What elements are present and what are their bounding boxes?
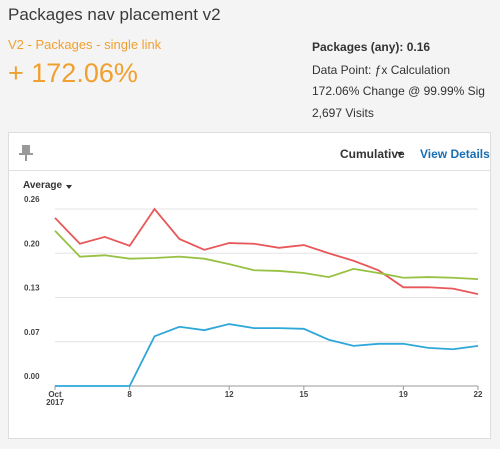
x-tick-label: 15: [299, 390, 309, 399]
line-series: [54, 207, 479, 295]
line-series: [55, 323, 479, 387]
line-series: [54, 230, 479, 281]
pin-icon[interactable]: [19, 145, 33, 161]
separator: [9, 170, 490, 171]
x-tick-label: 8: [127, 390, 132, 399]
y-tick-label: 0.20: [24, 239, 40, 248]
segment: V2 - Packages - single link: [8, 37, 162, 52]
stat: Data Point: ƒx Calculation: [312, 63, 451, 77]
view-details[interactable]: View Details: [420, 147, 490, 161]
stat: 172.06% Change @ 99.99% Sig: [312, 84, 485, 98]
x-tick-label: 19: [398, 390, 408, 399]
mode-dropdown[interactable]: Cumulative: [340, 147, 405, 161]
y-tick-label: 0.07: [24, 328, 40, 337]
y-tick-label: 0.13: [24, 284, 40, 293]
y-tick-label: 0.26: [24, 195, 40, 204]
metric-dropdown[interactable]: Average: [23, 180, 63, 191]
stat: Packages (any): 0.16: [312, 40, 431, 54]
y-tick-label: 0.00: [24, 372, 40, 381]
change: + 172.06%: [8, 58, 138, 88]
dropdown-arrow[interactable]: [397, 152, 403, 156]
stat: 2,697 Visits: [312, 106, 374, 120]
x-tick-label: 22: [473, 390, 483, 399]
x-tick-label: 12: [224, 390, 234, 399]
panel: [8, 132, 491, 439]
title: Packages nav placement v2: [8, 5, 221, 24]
x-tick-label: Oct 2017: [46, 390, 64, 407]
dropdown-arrow[interactable]: [66, 185, 72, 189]
